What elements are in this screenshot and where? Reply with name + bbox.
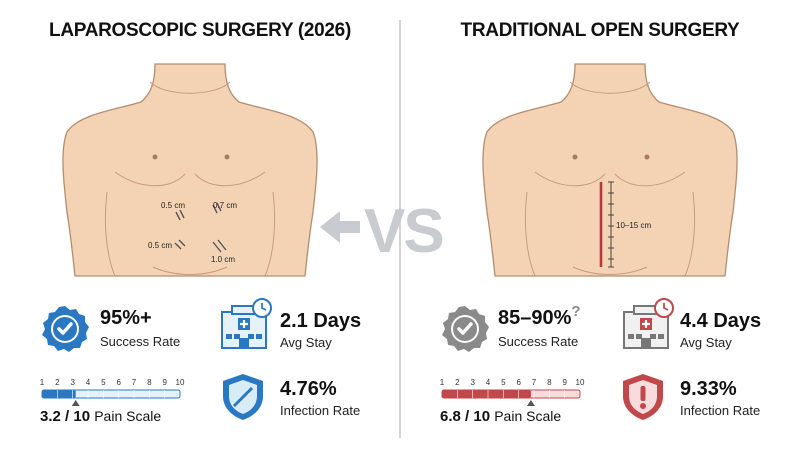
lap-scale-tick-6: 6 [116,378,121,387]
open-pain-scale-bar: 1 2 3 4 5 6 7 8 9 10 [440,378,585,406]
lap-success-value: 95%+ [100,307,152,329]
open-scale-tick-2: 2 [455,378,460,387]
open-infection-stat: 9.33% Infection Rate [620,372,790,424]
open-scale-tick-7: 7 [532,378,537,387]
lap-success-label: Success Rate [100,334,181,349]
open-scale-fill [442,390,531,398]
lap-scale-tick-4: 4 [86,378,91,387]
lap-scale-tick-1: 1 [40,378,45,387]
open-pain-scale: 1 2 3 4 5 6 7 8 9 10 [440,376,590,416]
lap-stay-value: 2.1 Days [280,310,362,332]
open-surgery-title: TRADITIONAL OPEN SURGERY [460,20,740,41]
open-stay-label: Avg Stay [680,335,732,350]
shield-icon [223,374,263,420]
center-divider-top [399,20,401,280]
lap-scale-tick-9: 9 [162,378,167,387]
open-scale-tick-3: 3 [470,378,475,387]
lap-infection-value: 4.76% [280,378,337,400]
success-badge-icon [442,306,489,352]
open-scale-tick-9: 9 [562,378,567,387]
open-pain-text: 6.8 / 10 Pain Scale [440,408,561,425]
open-stay-value: 4.4 Days [680,310,762,332]
open-pain-value: 6.8 / 10 [440,408,491,425]
lap-scale-tick-5: 5 [101,378,106,387]
open-pain-label: Pain Scale [494,408,562,424]
lap-pain-scale-bar: 1 2 3 4 5 6 7 8 9 10 [40,378,185,406]
open-scale-tick-8: 8 [547,378,552,387]
open-scale-marker [526,400,535,406]
lap-pain-scale: 1 2 3 4 5 6 7 8 9 10 [40,376,190,416]
open-surgery-torso: 10–15 cm [475,62,745,282]
open-success-value: 85–90%? [498,303,581,329]
open-scale-tick-4: 4 [486,378,491,387]
lap-scale-tick-3: 3 [70,378,75,387]
open-infection-value: 9.33% [680,378,737,400]
lap-stay-stat: 2.1 Days Avg Stay [218,298,388,356]
incision-label-4: 1.0 cm [211,255,235,264]
alert-shield-icon [623,374,663,420]
lap-infection-stat: 4.76% Infection Rate [220,372,390,424]
laparoscopic-title: LAPAROSCOPIC SURGERY (2026) [49,20,351,41]
lap-scale-tick-2: 2 [55,378,60,387]
incision-label-3: 0.5 cm [148,241,172,250]
open-scale-tick-6: 6 [516,378,521,387]
uncertain-mark: ? [571,303,581,320]
vs-text: VS [364,197,443,262]
success-badge-icon [42,306,89,352]
open-infection-label: Infection Rate [680,403,761,418]
open-scale-tick-10: 10 [576,378,585,387]
lap-scale-marker [71,400,80,406]
open-stay-stat: 4.4 Days Avg Stay [620,298,790,356]
lap-success-stat: 95%+ Success Rate [40,304,200,356]
open-success-label: Success Rate [498,334,579,349]
incision-label-2: 0.7 cm [213,201,237,210]
open-scale-tick-5: 5 [501,378,506,387]
laparoscopic-torso: 0.5 cm 0.7 cm 0.5 cm 1.0 cm [55,62,325,282]
versus-label: VS [312,192,472,266]
center-divider-bottom [399,268,401,438]
incision-length-label: 10–15 cm [616,221,651,230]
lap-pain-value: 3.2 / 10 [40,408,91,425]
lap-pain-label: Pain Scale [94,408,162,424]
lap-scale-tick-10: 10 [176,378,185,387]
lap-pain-text: 3.2 / 10 Pain Scale [40,408,161,425]
lap-scale-fill [42,390,76,398]
lap-scale-tick-8: 8 [147,378,152,387]
hospital-clock-icon [221,298,272,349]
hospital-clock-icon [623,298,674,349]
lap-scale-tick-7: 7 [132,378,137,387]
open-scale-tick-1: 1 [440,378,445,387]
lap-infection-label: Infection Rate [280,403,361,418]
incision-label-1: 0.5 cm [161,201,185,210]
open-success-stat: 85–90%? Success Rate [440,303,610,356]
lap-stay-label: Avg Stay [280,335,332,350]
